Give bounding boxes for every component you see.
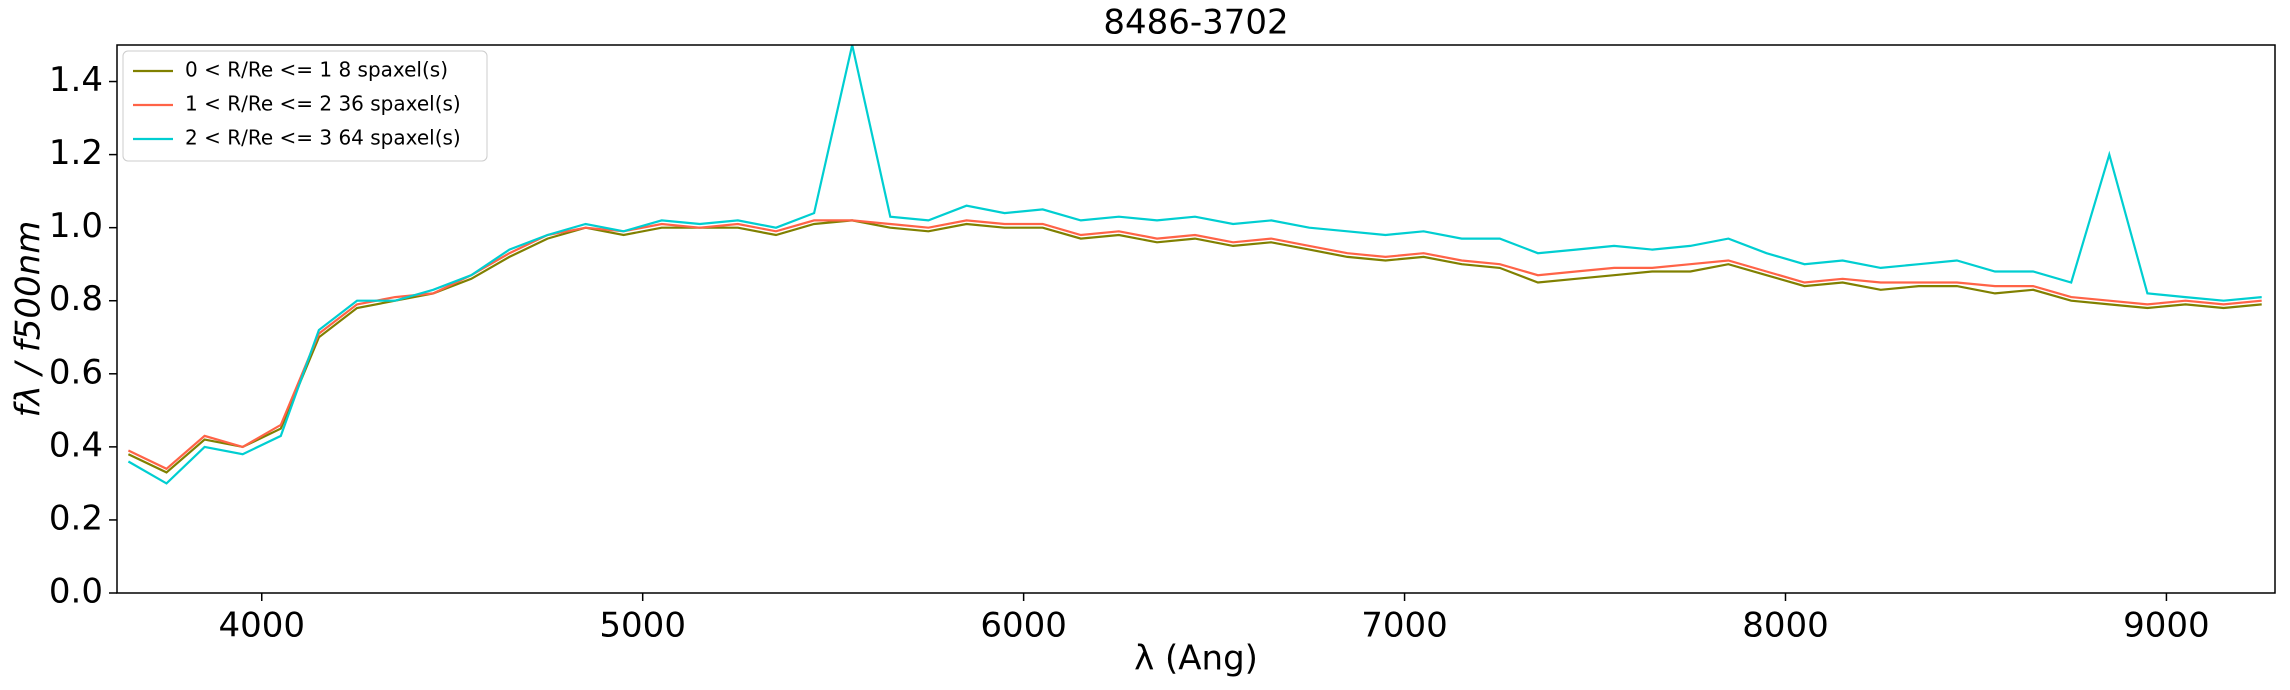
plot-frame — [116, 44, 2276, 594]
x-tick-label: 4000 — [218, 606, 305, 646]
y-tick-label: 0.2 — [49, 498, 103, 538]
y-tick-label: 1.0 — [49, 206, 103, 246]
chart-title: 8486-3702 — [1103, 3, 1288, 43]
y-tick-label: 0.0 — [49, 572, 103, 612]
legend-label: 0 < R/Re <= 1 8 spaxel(s) — [185, 58, 448, 82]
y-tick-label: 0.4 — [49, 425, 103, 465]
x-tick-label: 7000 — [1361, 606, 1448, 646]
series-line — [127, 45, 2262, 485]
y-axis-label: fλ / f500nm — [9, 221, 49, 418]
y-tick-label: 1.2 — [49, 133, 103, 173]
x-tick-label: 9000 — [2123, 606, 2210, 646]
series-line — [127, 219, 2262, 474]
legend-box — [122, 50, 488, 162]
y-tick-label: 0.8 — [49, 279, 103, 319]
y-tick-label: 1.4 — [49, 60, 103, 100]
series-line — [127, 219, 2262, 471]
x-tick-label: 8000 — [1742, 606, 1829, 646]
y-tick-label: 0.6 — [49, 352, 103, 392]
x-axis-label: λ (Ang) — [1134, 639, 1258, 679]
x-tick-label: 6000 — [980, 606, 1067, 646]
legend-label: 2 < R/Re <= 3 64 spaxel(s) — [185, 126, 461, 150]
legend-label: 1 < R/Re <= 2 36 spaxel(s) — [185, 92, 461, 116]
x-tick-label: 5000 — [599, 606, 686, 646]
